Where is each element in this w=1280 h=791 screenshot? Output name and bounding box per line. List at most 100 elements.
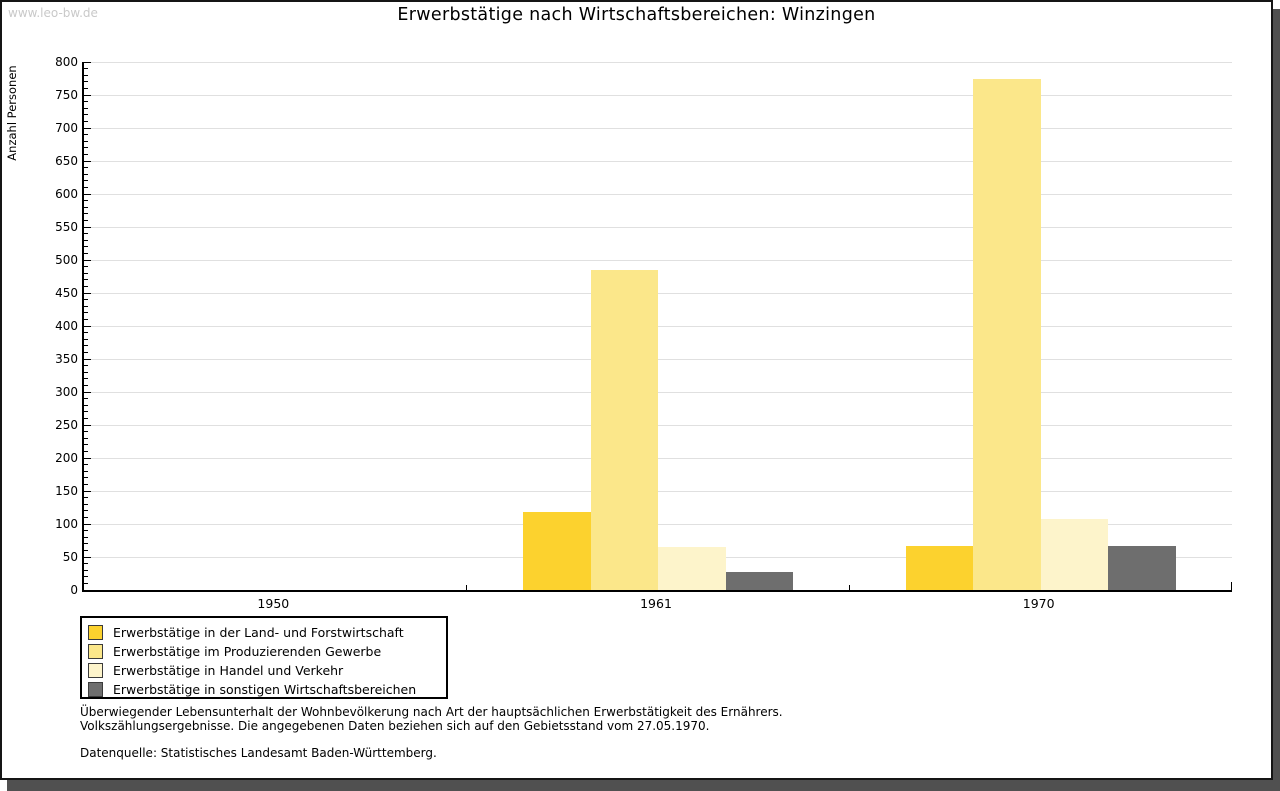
y-tick-label: 100 [55, 517, 78, 531]
gridline [84, 391, 1232, 393]
y-tick-label: 600 [55, 187, 78, 201]
y-axis-minor-tick [84, 140, 88, 142]
legend-swatch-icon [88, 682, 103, 697]
footer-note-line2: Volkszählungsergebnisse. Die angegebenen… [80, 718, 710, 733]
gridline [84, 160, 1232, 162]
y-axis-minor-tick [84, 134, 88, 136]
gridline [84, 490, 1232, 492]
footer-note-line1: Überwiegender Lebensunterhalt der Wohnbe… [80, 705, 783, 719]
y-axis-minor-tick [84, 312, 88, 314]
gridline [84, 193, 1232, 195]
y-axis-minor-tick [84, 87, 88, 89]
y-axis-minor-tick [84, 239, 88, 241]
bar-1961-series3 [658, 547, 726, 590]
y-axis-minor-tick [84, 351, 88, 353]
y-axis-minor-tick [84, 246, 88, 248]
y-axis-minor-tick [84, 153, 88, 155]
plot-area [82, 61, 1232, 592]
y-axis-minor-tick [84, 464, 88, 466]
x-tick-label: 1970 [1022, 596, 1055, 611]
y-tick-label: 550 [55, 220, 78, 234]
y-axis-minor-tick [84, 516, 88, 518]
gridline [84, 292, 1232, 294]
y-axis-minor-tick [84, 299, 88, 301]
x-axis-boundary-tick [466, 585, 468, 590]
y-axis-major-tick [84, 325, 91, 327]
y-axis-minor-tick [84, 470, 88, 472]
bar-1961-series4 [725, 572, 793, 590]
y-axis-major-tick [84, 193, 91, 195]
legend-swatch-icon [88, 663, 103, 678]
y-axis-minor-tick [84, 266, 88, 268]
gridline [84, 226, 1232, 228]
y-axis-minor-tick [84, 503, 88, 505]
y-axis-major-tick [84, 94, 91, 96]
y-axis-minor-tick [84, 305, 88, 307]
y-axis-minor-tick [84, 147, 88, 149]
x-tick-label: 1961 [640, 596, 672, 611]
bar-1970-series2 [973, 78, 1041, 590]
y-tick-label: 0 [70, 583, 78, 597]
y-axis-minor-tick [84, 74, 88, 76]
y-tick-label: 350 [55, 352, 78, 366]
gridline [84, 358, 1232, 360]
y-axis-minor-tick [84, 206, 88, 208]
bar-1961-series1 [523, 512, 591, 590]
data-source-note: Datenquelle: Statistisches Landesamt Bad… [80, 746, 437, 760]
y-axis-minor-tick [84, 114, 88, 116]
legend-item-label: Erwerbstätige im Produzierenden Gewerbe [113, 644, 382, 659]
y-axis-minor-tick [84, 431, 88, 433]
y-axis-minor-tick [84, 576, 88, 578]
y-axis-title: Anzahl Personen [5, 65, 19, 161]
y-axis-major-tick [84, 358, 91, 360]
y-tick-label: 750 [55, 88, 78, 102]
gridline [84, 94, 1232, 96]
y-axis-minor-tick [84, 345, 88, 347]
y-axis-minor-tick [84, 279, 88, 281]
y-axis-minor-tick [84, 332, 88, 334]
gridline [84, 259, 1232, 261]
y-axis-minor-tick [84, 411, 88, 413]
y-axis-minor-tick [84, 101, 88, 103]
y-axis-major-tick [84, 259, 91, 261]
y-axis-minor-tick [84, 549, 88, 551]
y-tick-label: 250 [55, 418, 78, 432]
y-axis-minor-tick [84, 543, 88, 545]
y-axis-minor-tick [84, 384, 88, 386]
y-axis-minor-tick [84, 510, 88, 512]
y-axis-minor-tick [84, 285, 88, 287]
gridline [84, 457, 1232, 459]
y-axis-minor-tick [84, 582, 88, 584]
y-axis-minor-tick [84, 68, 88, 70]
legend-item-3: Erwerbstätige in Handel und Verkehr [88, 661, 446, 680]
legend-swatch-icon [88, 625, 103, 640]
y-axis-minor-tick [84, 378, 88, 380]
y-axis-minor-tick [84, 186, 88, 188]
y-tick-label: 800 [55, 55, 78, 69]
y-axis-minor-tick [84, 167, 88, 169]
y-axis-minor-tick [84, 497, 88, 499]
y-axis-major-tick [84, 61, 91, 63]
y-axis-minor-tick [84, 107, 88, 109]
y-axis-major-tick [84, 292, 91, 294]
y-axis-minor-tick [84, 233, 88, 235]
bar-1961-series2 [590, 269, 658, 590]
legend-item-4: Erwerbstätige in sonstigen Wirtschaftsbe… [88, 680, 446, 699]
y-axis-minor-tick [84, 318, 88, 320]
y-axis-minor-tick [84, 365, 88, 367]
y-axis-major-tick [84, 226, 91, 228]
x-axis-boundary-tick [848, 585, 850, 590]
legend-item-1: Erwerbstätige in der Land- und Forstwirt… [88, 623, 446, 642]
y-axis-minor-tick [84, 200, 88, 202]
legend-item-2: Erwerbstätige im Produzierenden Gewerbe [88, 642, 446, 661]
y-tick-label: 300 [55, 385, 78, 399]
y-tick-label: 650 [55, 154, 78, 168]
y-axis-major-tick [84, 457, 91, 459]
y-axis-minor-tick [84, 563, 88, 565]
y-axis-minor-tick [84, 338, 88, 340]
y-tick-label: 150 [55, 484, 78, 498]
y-axis-minor-tick [84, 437, 88, 439]
y-axis-major-tick [84, 424, 91, 426]
